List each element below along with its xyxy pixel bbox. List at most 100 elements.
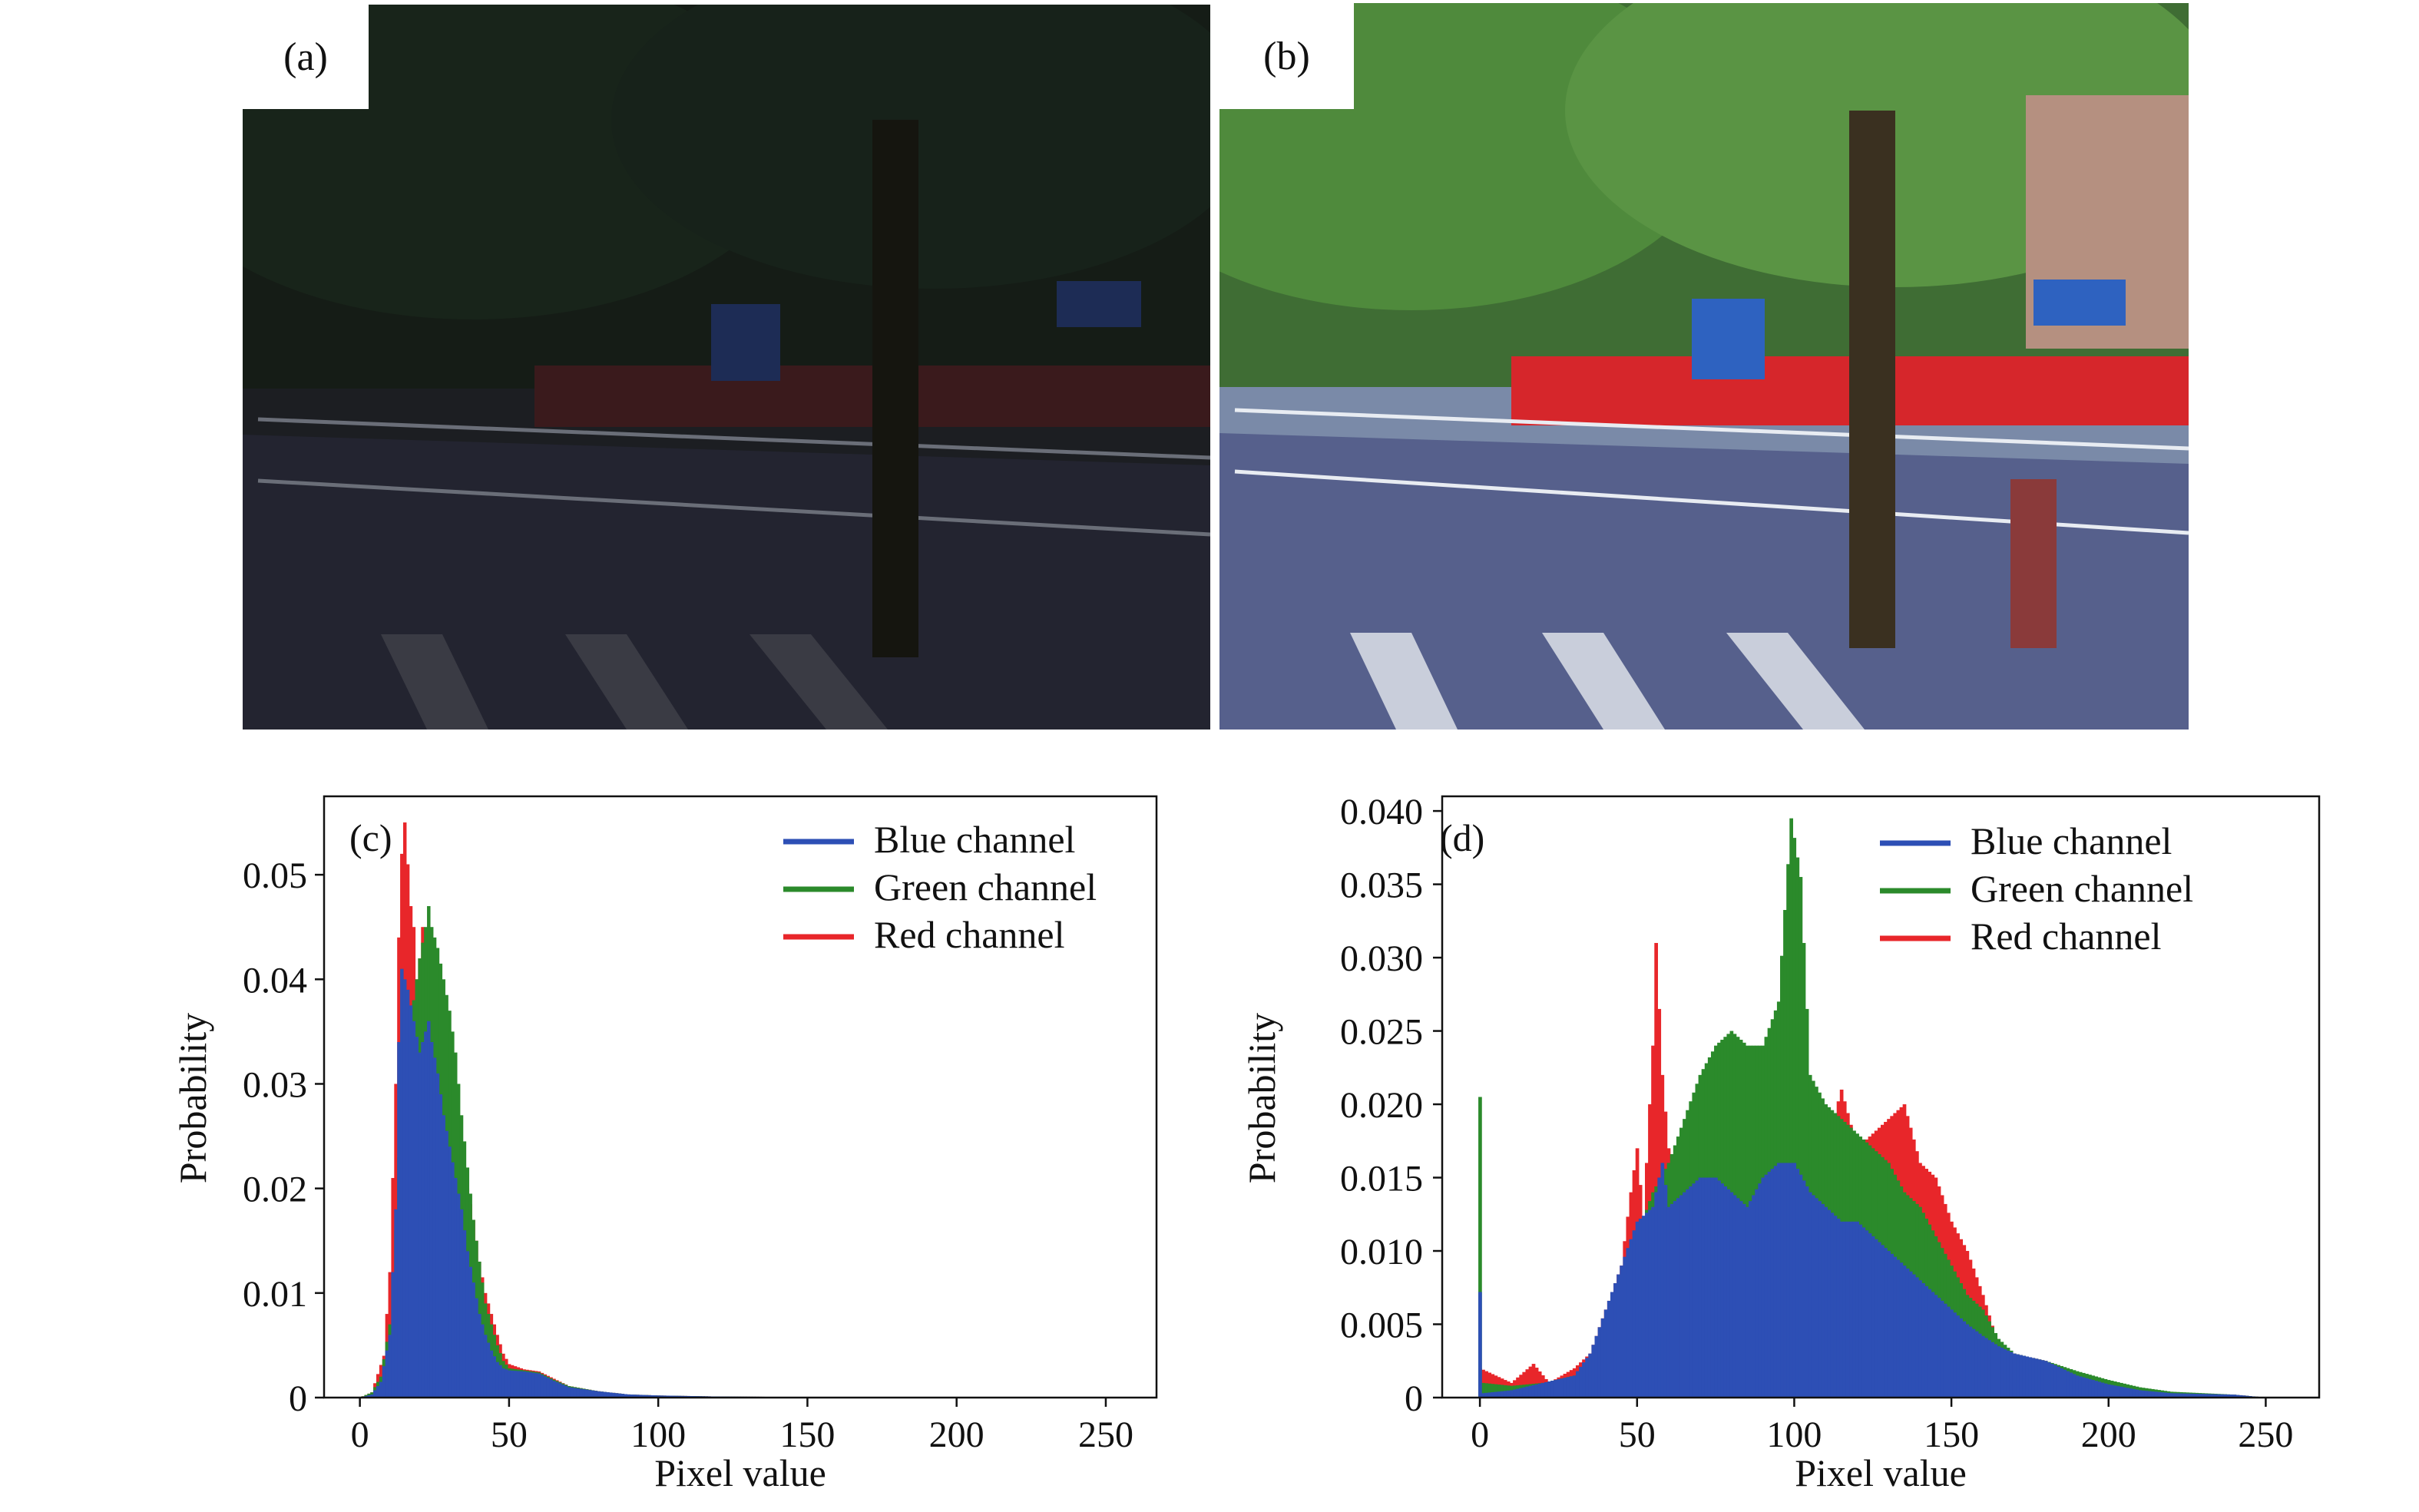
photo-low-light	[243, 5, 1210, 730]
bar	[1805, 1186, 1809, 1398]
bar	[1799, 1174, 1803, 1398]
bar	[587, 1390, 592, 1398]
bar	[1723, 1186, 1728, 1398]
bar	[2195, 1394, 2199, 1398]
x-tick-label: 200	[929, 1414, 984, 1455]
bar	[1786, 864, 1790, 1398]
bar	[402, 979, 407, 1398]
bar	[2003, 1348, 2007, 1398]
bar	[1654, 1192, 1658, 1398]
bar	[2192, 1393, 2196, 1398]
bar	[1635, 1221, 1640, 1398]
bar	[2069, 1372, 2073, 1398]
bar	[2047, 1362, 2051, 1398]
bar	[594, 1391, 598, 1398]
bar	[1534, 1384, 1539, 1398]
bar	[1519, 1388, 1523, 1398]
x-tick-label: 100	[630, 1414, 686, 1455]
bar	[409, 1005, 413, 1398]
bar	[1950, 1309, 1954, 1398]
bar	[2226, 1394, 2230, 1398]
bar	[2016, 1354, 2020, 1398]
bar	[382, 1366, 386, 1398]
bar	[1783, 1163, 1787, 1398]
bar	[1861, 1227, 1866, 1398]
bar	[654, 1395, 657, 1398]
bar	[1836, 1219, 1841, 1398]
bar	[1666, 1206, 1671, 1398]
bar	[641, 1395, 646, 1398]
legend-label: Green channel	[1971, 867, 2193, 910]
bar	[525, 1371, 529, 1398]
bar	[1808, 1192, 1812, 1398]
bar	[600, 1391, 604, 1398]
bar	[2141, 1390, 2146, 1398]
bar	[2166, 1392, 2171, 1398]
bar	[1971, 1328, 1976, 1398]
bar	[1698, 1177, 1703, 1398]
bar	[1795, 1169, 1800, 1398]
bar	[1528, 1385, 1533, 1398]
bar	[1997, 1346, 2001, 1398]
bar	[1510, 1390, 1514, 1398]
bar	[1896, 1259, 1901, 1398]
bar	[2072, 1374, 2077, 1398]
bar	[2138, 1390, 2143, 1398]
bar	[1789, 818, 1793, 1398]
bar	[1484, 1383, 1488, 1398]
bar	[1776, 1163, 1781, 1398]
y-tick-label: 0.025	[1340, 1012, 1423, 1053]
bar	[597, 1391, 601, 1398]
bar	[2094, 1381, 2099, 1398]
bar	[606, 1392, 610, 1398]
bar	[2025, 1356, 2029, 1398]
bar	[438, 1094, 443, 1398]
bar	[2198, 1394, 2202, 1398]
bar	[1865, 1230, 1869, 1398]
bar	[429, 1042, 434, 1398]
bar	[1494, 1384, 1498, 1398]
bar	[1651, 1206, 1655, 1398]
bar	[1855, 1221, 1859, 1398]
bar	[1491, 1384, 1495, 1398]
bar	[2223, 1394, 2227, 1398]
bar	[1818, 1201, 1822, 1398]
bar	[1921, 1283, 1925, 1398]
bar	[1544, 1381, 1548, 1398]
bar	[1789, 1163, 1793, 1398]
bar	[1931, 1292, 1935, 1398]
bar	[1632, 1230, 1636, 1398]
bar	[2012, 1353, 2017, 1398]
bar	[1714, 1177, 1718, 1398]
bar	[644, 1395, 649, 1398]
bar	[650, 1395, 654, 1398]
x-tick-label: 150	[779, 1414, 835, 1455]
bar	[480, 1324, 485, 1398]
bar	[2116, 1386, 2120, 1398]
bar	[1987, 1340, 1991, 1398]
bar	[1531, 1364, 1536, 1398]
bar	[1770, 1169, 1775, 1398]
bar	[501, 1368, 505, 1398]
bar	[1761, 1177, 1765, 1398]
bar	[627, 1394, 630, 1398]
bar	[2050, 1364, 2054, 1398]
bar	[603, 1391, 607, 1398]
bar	[1720, 1183, 1724, 1398]
bar	[2147, 1391, 2152, 1398]
bar	[1500, 1391, 1504, 1398]
bar	[546, 1378, 550, 1398]
bar	[397, 1042, 401, 1398]
bar	[421, 1042, 425, 1398]
bar	[1497, 1391, 1501, 1398]
bar	[2019, 1355, 2023, 1398]
bar	[388, 1335, 392, 1398]
bar	[2009, 1352, 2014, 1398]
bar	[459, 1209, 464, 1398]
bar	[1660, 1163, 1665, 1398]
x-tick-label: 200	[2081, 1414, 2136, 1455]
photo-enhanced	[1219, 3, 2189, 730]
bar	[1610, 1292, 1614, 1398]
bar	[564, 1385, 568, 1398]
